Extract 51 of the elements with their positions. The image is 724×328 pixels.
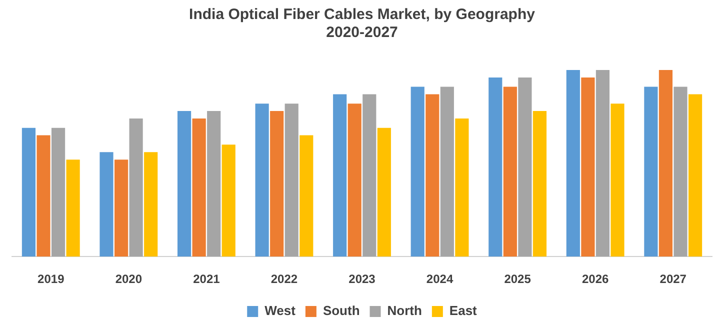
bar (36, 135, 50, 257)
bar (566, 70, 580, 257)
bar (596, 70, 610, 257)
bar (581, 77, 595, 257)
bar (192, 118, 206, 257)
bar (270, 111, 284, 257)
legend-label: North (387, 303, 422, 318)
bar (440, 86, 454, 257)
bar (518, 77, 532, 257)
bar (426, 94, 440, 257)
bar (410, 86, 424, 257)
bar (66, 160, 80, 257)
x-tick-label: 2021 (193, 272, 220, 286)
bar (610, 104, 624, 257)
bar (300, 135, 314, 257)
x-tick-label: 2026 (582, 272, 610, 286)
text: India Optical Fiber Cables Market, by Geography (189, 6, 535, 24)
bar (688, 94, 702, 257)
bar (114, 160, 128, 257)
bar (129, 118, 143, 257)
legend-label: East (449, 303, 478, 318)
bar (51, 128, 66, 257)
x-tick-label: 2019 (38, 272, 65, 286)
bar (488, 77, 502, 257)
bar (284, 104, 298, 257)
bar (144, 152, 158, 257)
x-tick-label: 2020 (115, 272, 142, 286)
bar (532, 111, 547, 257)
bar (177, 111, 192, 257)
bar (333, 94, 347, 257)
bar (362, 94, 376, 257)
legend-label: South (322, 303, 360, 318)
bar (100, 152, 114, 257)
bar (207, 111, 221, 257)
bar (455, 118, 469, 257)
text: 2020-2027 (326, 24, 398, 42)
x-tick-label: 2024 (426, 272, 454, 286)
x-tick-label: 2025 (504, 272, 532, 286)
bar (348, 104, 362, 257)
bar (377, 128, 391, 257)
bar (222, 144, 236, 257)
bar (674, 86, 688, 257)
x-tick-label: 2023 (348, 272, 376, 286)
bar (658, 70, 673, 257)
x-tick-label: 2027 (660, 272, 687, 286)
bar (255, 104, 269, 257)
legend-label: West (264, 303, 296, 318)
x-tick-label: 2022 (270, 272, 298, 286)
bar (644, 86, 658, 257)
bar (503, 86, 517, 257)
bar (22, 128, 36, 257)
